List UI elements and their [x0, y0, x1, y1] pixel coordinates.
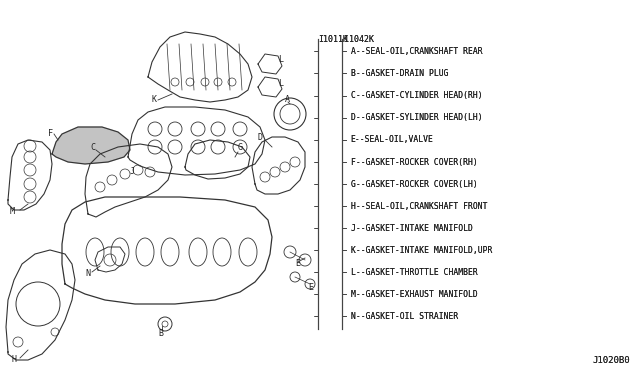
- Text: J: J: [130, 167, 135, 176]
- Text: J1020B0: J1020B0: [593, 356, 630, 365]
- Text: B--GASKET-DRAIN PLUG: B--GASKET-DRAIN PLUG: [351, 69, 448, 78]
- Text: M--GASKET-EXHAUST MANIFOLD: M--GASKET-EXHAUST MANIFOLD: [351, 290, 477, 299]
- Text: G--GASKET-ROCKER COVER(LH): G--GASKET-ROCKER COVER(LH): [351, 180, 477, 189]
- Text: K: K: [152, 96, 157, 105]
- Text: L: L: [278, 78, 283, 87]
- Text: F--GASKET-ROCKER COVER(RH): F--GASKET-ROCKER COVER(RH): [351, 157, 477, 167]
- Text: C: C: [90, 142, 95, 151]
- Text: G--GASKET-ROCKER COVER(LH): G--GASKET-ROCKER COVER(LH): [351, 180, 477, 189]
- Text: K--GASKET-INTAKE MANIFOLD,UPR: K--GASKET-INTAKE MANIFOLD,UPR: [351, 246, 492, 255]
- Text: A: A: [285, 96, 290, 105]
- Text: D--GASKET-SYLINDER HEAD(LH): D--GASKET-SYLINDER HEAD(LH): [351, 113, 483, 122]
- Text: G: G: [238, 144, 243, 153]
- Text: N: N: [85, 269, 90, 279]
- Text: A--SEAL-OIL,CRANKSHAFT REAR: A--SEAL-OIL,CRANKSHAFT REAR: [351, 47, 483, 56]
- Text: C--GASKET-CYLINDER HEAD(RH): C--GASKET-CYLINDER HEAD(RH): [351, 91, 483, 100]
- Text: D--GASKET-SYLINDER HEAD(LH): D--GASKET-SYLINDER HEAD(LH): [351, 113, 483, 122]
- Text: E--SEAL-OIL,VALVE: E--SEAL-OIL,VALVE: [351, 135, 433, 144]
- Text: D: D: [258, 132, 263, 141]
- Text: E--SEAL-OIL,VALVE: E--SEAL-OIL,VALVE: [351, 135, 433, 144]
- Text: J1020B0: J1020B0: [593, 356, 630, 365]
- Text: H--SEAL-OIL,CRANKSHAFT FRONT: H--SEAL-OIL,CRANKSHAFT FRONT: [351, 202, 487, 211]
- Text: J--GASKET-INTAKE MANIFOLD: J--GASKET-INTAKE MANIFOLD: [351, 224, 472, 233]
- Text: K--GASKET-INTAKE MANIFOLD,UPR: K--GASKET-INTAKE MANIFOLD,UPR: [351, 246, 492, 255]
- Text: J--GASKET-INTAKE MANIFOLD: J--GASKET-INTAKE MANIFOLD: [351, 224, 472, 233]
- Text: F: F: [48, 129, 53, 138]
- Text: B: B: [158, 330, 163, 339]
- Text: 11042K: 11042K: [344, 35, 374, 44]
- Text: E: E: [308, 283, 313, 292]
- Text: F--GASKET-ROCKER COVER(RH): F--GASKET-ROCKER COVER(RH): [351, 157, 477, 167]
- Text: L: L: [278, 55, 283, 64]
- Polygon shape: [52, 127, 130, 164]
- Text: I1011K: I1011K: [318, 35, 348, 44]
- Text: C--GASKET-CYLINDER HEAD(RH): C--GASKET-CYLINDER HEAD(RH): [351, 91, 483, 100]
- Text: H: H: [12, 356, 17, 365]
- Text: L--GASKET-THROTTLE CHAMBER: L--GASKET-THROTTLE CHAMBER: [351, 268, 477, 277]
- Text: H--SEAL-OIL,CRANKSHAFT FRONT: H--SEAL-OIL,CRANKSHAFT FRONT: [351, 202, 487, 211]
- Text: M--GASKET-EXHAUST MANIFOLD: M--GASKET-EXHAUST MANIFOLD: [351, 290, 477, 299]
- Text: 11042K: 11042K: [344, 35, 374, 44]
- Text: A--SEAL-OIL,CRANKSHAFT REAR: A--SEAL-OIL,CRANKSHAFT REAR: [351, 47, 483, 56]
- Text: E: E: [295, 260, 300, 269]
- Text: N--GASKET-OIL STRAINER: N--GASKET-OIL STRAINER: [351, 312, 458, 321]
- Text: M: M: [10, 208, 15, 217]
- Text: L--GASKET-THROTTLE CHAMBER: L--GASKET-THROTTLE CHAMBER: [351, 268, 477, 277]
- Text: B--GASKET-DRAIN PLUG: B--GASKET-DRAIN PLUG: [351, 69, 448, 78]
- Text: I1011K: I1011K: [318, 35, 348, 44]
- Text: N--GASKET-OIL STRAINER: N--GASKET-OIL STRAINER: [351, 312, 458, 321]
